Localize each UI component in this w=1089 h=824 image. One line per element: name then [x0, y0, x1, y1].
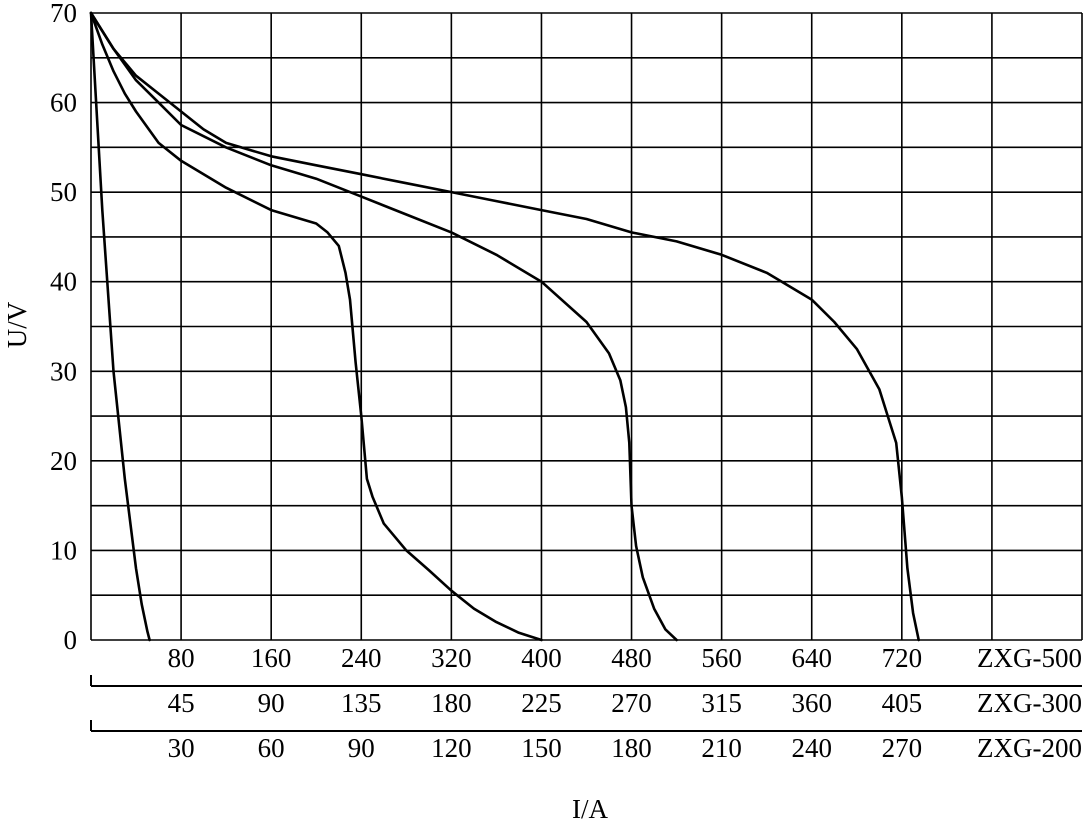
y-tick-label: 0: [64, 625, 78, 655]
characteristic-curve-1: [89, 11, 151, 642]
y-tick-label: 60: [50, 88, 77, 118]
x-tick-label-zxg-200: 120: [431, 733, 472, 763]
x-tick-label-zxg-500: 320: [431, 643, 472, 673]
x-tick-label-zxg-200: 60: [258, 733, 285, 763]
y-axis: 0 10 20 30 40 50 60 70: [50, 0, 77, 655]
x-tick-label-zxg-200: 210: [701, 733, 742, 763]
x-tick-label-zxg-500: 160: [251, 643, 292, 673]
y-tick-label: 40: [50, 267, 77, 297]
x-axis-scale-name: ZXG-200: [977, 733, 1082, 763]
x-tick-label-zxg-200: 30: [168, 733, 195, 763]
y-axis-label: U/V: [2, 301, 32, 348]
x-axes: 80 160 240 320 400 480 560 640 720 ZXG-500 45 90 135…: [90, 643, 1082, 763]
x-tick-label-zxg-200: 180: [611, 733, 652, 763]
x-tick-label-zxg-300: 225: [521, 688, 562, 718]
characteristic-curves: [89, 11, 920, 642]
characteristic-curve-2: [89, 11, 543, 642]
x-tick-label-zxg-200: 90: [348, 733, 375, 763]
y-tick-label: 70: [50, 0, 77, 28]
x-tick-label-zxg-500: 240: [341, 643, 382, 673]
x-tick-label-zxg-300: 315: [701, 688, 742, 718]
x-tick-label-zxg-300: 135: [341, 688, 382, 718]
plot-grid: [90, 12, 1083, 641]
x-tick-label-zxg-200: 240: [791, 733, 832, 763]
x-tick-label-zxg-500: 480: [611, 643, 652, 673]
x-tick-label-zxg-500: 560: [701, 643, 742, 673]
x-tick-label-zxg-300: 270: [611, 688, 652, 718]
x-axis-scale-name: ZXG-300: [977, 688, 1082, 718]
x-tick-label-zxg-500: 640: [791, 643, 832, 673]
x-tick-label-zxg-200: 270: [882, 733, 923, 763]
x-tick-label-zxg-500: 720: [882, 643, 923, 673]
y-tick-label: 10: [50, 535, 77, 565]
x-tick-label-zxg-200: 150: [521, 733, 562, 763]
characteristic-curve-3: [89, 11, 678, 642]
x-tick-label-zxg-500: 80: [168, 643, 195, 673]
x-tick-label-zxg-300: 360: [791, 688, 832, 718]
x-tick-label-zxg-500: 400: [521, 643, 562, 673]
y-tick-label: 50: [50, 177, 77, 207]
y-tick-label: 20: [50, 446, 77, 476]
x-tick-label-zxg-300: 180: [431, 688, 472, 718]
x-tick-label-zxg-300: 90: [258, 688, 285, 718]
x-axis-label: I/A: [572, 794, 608, 824]
x-tick-label-zxg-300: 405: [882, 688, 923, 718]
characteristic-curve-4: [89, 11, 920, 642]
x-axis-scale-name: ZXG-500: [977, 643, 1082, 673]
y-tick-label: 30: [50, 356, 77, 386]
x-tick-label-zxg-300: 45: [168, 688, 195, 718]
